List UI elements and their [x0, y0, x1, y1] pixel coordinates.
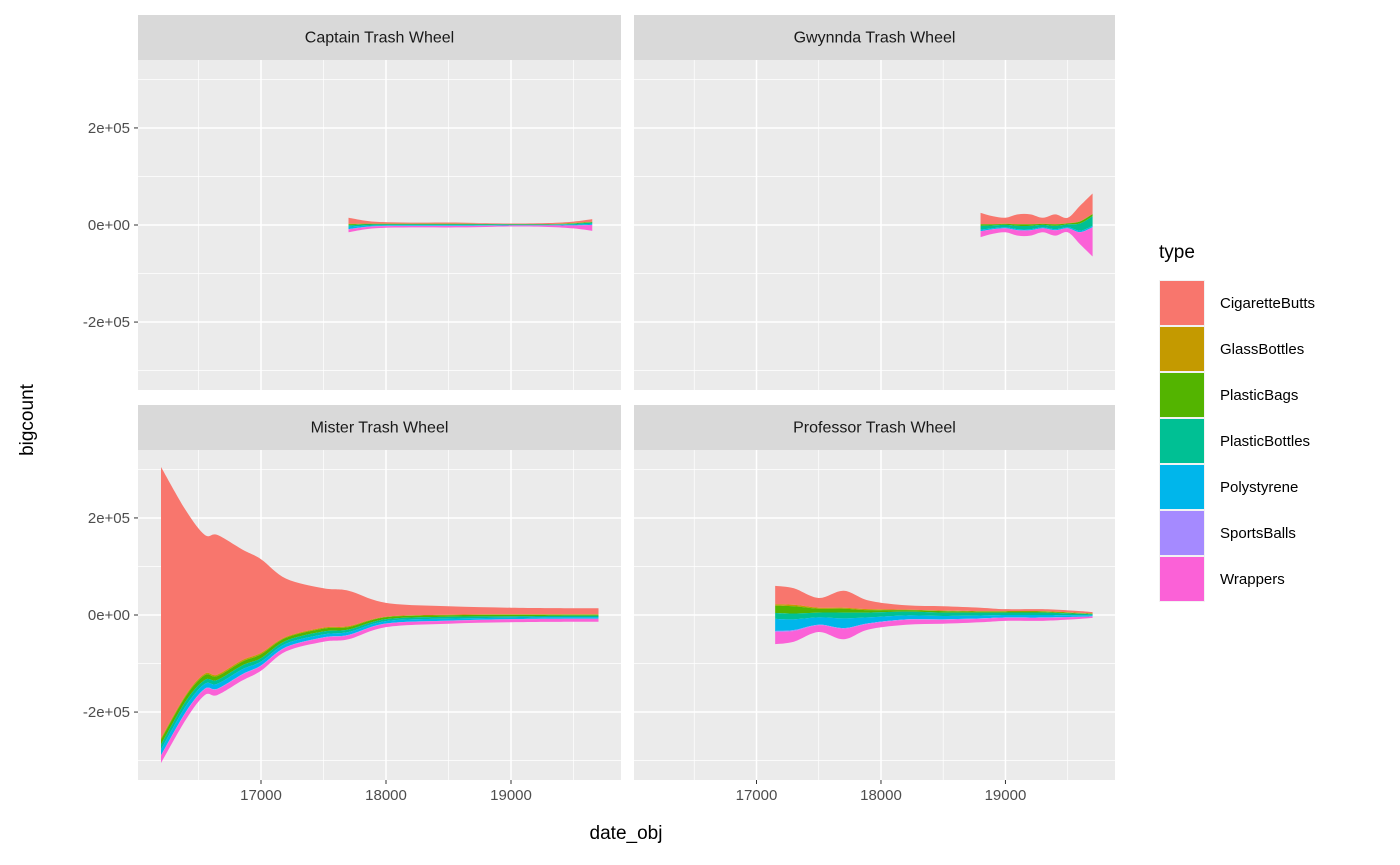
stream-area — [775, 605, 1093, 615]
stream-area — [980, 214, 1093, 226]
x-tick-label: 19000 — [985, 787, 1027, 804]
y-tick-label: 0e+00 — [88, 217, 130, 234]
legend-swatch — [1160, 327, 1204, 371]
y-tick-label: -2e+05 — [83, 314, 130, 331]
legend-swatch — [1160, 373, 1204, 417]
y-tick-label: 2e+05 — [88, 120, 130, 137]
strip-background — [138, 15, 621, 60]
strip-label: Gwynnda Trash Wheel — [794, 30, 956, 47]
stream-area — [775, 614, 1093, 632]
x-tick-label: 17000 — [240, 787, 282, 804]
x-axis-title: date_obj — [590, 823, 663, 844]
legend-swatch — [1160, 465, 1204, 509]
stream-area — [775, 616, 1093, 632]
legend-label: SportsBalls — [1220, 525, 1296, 542]
strip-background — [634, 15, 1115, 60]
legend-label: GlassBottles — [1220, 341, 1304, 358]
legend-swatch — [1160, 281, 1204, 325]
x-tick-label: 19000 — [490, 787, 532, 804]
strip-background — [138, 405, 621, 450]
legend-label: Wrappers — [1220, 571, 1285, 588]
strip-background — [634, 405, 1115, 450]
legend-title: type — [1159, 242, 1195, 263]
y-tick-label: 0e+00 — [88, 607, 130, 624]
legend-label: PlasticBottles — [1220, 433, 1310, 450]
stream-area — [775, 611, 1093, 620]
stream-area — [348, 222, 593, 227]
legend-label: PlasticBags — [1220, 387, 1298, 404]
y-tick-label: 2e+05 — [88, 510, 130, 527]
x-tick-label: 17000 — [736, 787, 778, 804]
strip-label: Captain Trash Wheel — [305, 30, 454, 47]
stream-area — [980, 225, 1093, 233]
stream-area — [980, 193, 1093, 225]
stream-area — [348, 223, 593, 230]
legend-swatch — [1160, 419, 1204, 463]
stream-area — [980, 216, 1093, 231]
stream-area — [980, 227, 1093, 233]
stream-area — [775, 604, 1093, 614]
legend-swatch — [1160, 511, 1204, 555]
legend-label: Polystyrene — [1220, 479, 1298, 496]
strip-label: Mister Trash Wheel — [311, 420, 449, 437]
stream-area — [980, 227, 1093, 257]
stream-area — [348, 217, 593, 225]
y-axis-title: bigcount — [17, 383, 38, 456]
stream-area — [775, 616, 1093, 645]
stream-area — [348, 221, 593, 226]
legend-swatch — [1160, 557, 1204, 601]
stream-area — [348, 225, 593, 233]
legend-label: CigaretteButts — [1220, 295, 1315, 312]
stream-area — [348, 221, 593, 225]
x-tick-label: 18000 — [365, 787, 407, 804]
strip-label: Professor Trash Wheel — [793, 420, 956, 437]
y-tick-label: -2e+05 — [83, 704, 130, 721]
stream-area — [775, 585, 1093, 614]
x-tick-label: 18000 — [860, 787, 902, 804]
stream-area — [161, 466, 599, 739]
